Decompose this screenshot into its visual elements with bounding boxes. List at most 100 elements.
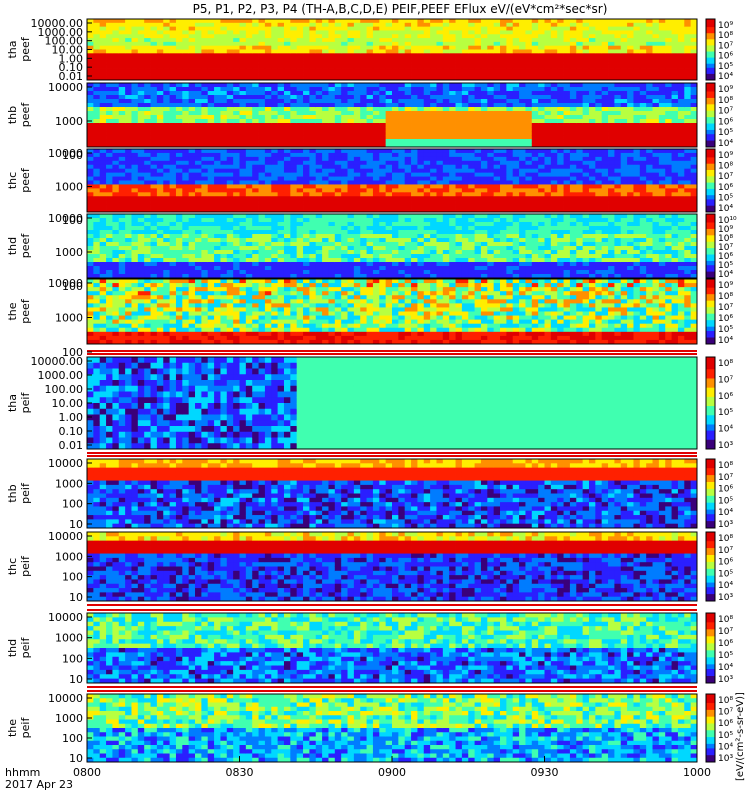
- heatmap-cell: [341, 123, 348, 128]
- heatmap-cell: [620, 53, 628, 58]
- heatmap-cell: [303, 168, 310, 174]
- heatmap-cell: [544, 139, 552, 144]
- heatmap-cell: [614, 180, 622, 185]
- heatmap-cell: [519, 156, 526, 162]
- heatmap-cell: [271, 103, 279, 108]
- heatmap-cell: [449, 139, 456, 144]
- heatmap-cell: [684, 91, 692, 96]
- heatmap-cell: [512, 135, 520, 140]
- heatmap-cell: [303, 45, 310, 50]
- heatmap-cell: [296, 115, 304, 120]
- heatmap-cell: [519, 49, 526, 54]
- y-tick-label: 10000: [48, 81, 83, 94]
- heatmap-cell: [595, 38, 603, 43]
- heatmap-cell: [271, 127, 279, 132]
- heatmap-cell: [500, 164, 507, 170]
- heatmap-cell: [627, 57, 634, 62]
- heatmap-cell: [665, 87, 672, 92]
- heatmap-cell: [385, 119, 393, 124]
- heatmap-cell: [665, 172, 672, 177]
- heatmap-cell: [87, 188, 94, 193]
- heatmap-cell: [392, 139, 399, 144]
- heatmap-cell: [658, 22, 666, 28]
- heatmap-cell: [99, 200, 107, 205]
- heatmap-cell: [639, 168, 647, 174]
- heatmap-cell: [169, 91, 177, 96]
- colorbar-tick-label: 10⁵: [718, 128, 733, 138]
- heatmap-cell: [677, 45, 685, 50]
- heatmap-cell: [506, 123, 514, 128]
- heatmap-cell: [239, 149, 247, 154]
- heatmap-cell: [372, 34, 380, 39]
- heatmap-cell: [334, 26, 342, 31]
- heatmap-cell: [639, 184, 647, 189]
- heatmap-cell: [392, 164, 399, 170]
- heatmap-cell: [392, 26, 399, 31]
- heatmap-cell: [131, 226, 139, 231]
- heatmap-cell: [341, 192, 348, 197]
- heatmap-cell: [125, 111, 132, 116]
- heatmap-cell: [220, 34, 228, 39]
- heatmap-cell: [163, 99, 170, 104]
- heatmap-cell: [137, 168, 145, 174]
- heatmap-cell: [360, 204, 367, 209]
- heatmap-cell: [385, 19, 393, 24]
- heatmap-cell: [87, 53, 94, 58]
- heatmap-cell: [366, 83, 374, 88]
- heatmap-cell: [576, 115, 584, 120]
- heatmap-cell: [195, 119, 202, 124]
- heatmap-cell: [601, 22, 609, 28]
- heatmap-cell: [366, 87, 374, 92]
- heatmap-cell: [652, 72, 660, 77]
- heatmap-cell: [455, 49, 463, 54]
- heatmap-cell: [652, 156, 660, 162]
- heatmap-cell: [233, 172, 240, 177]
- heatmap-cell: [315, 164, 323, 170]
- heatmap-cell: [684, 172, 692, 177]
- heatmap-cell: [322, 196, 329, 201]
- heatmap-cell: [430, 103, 437, 108]
- heatmap-cell: [283, 208, 291, 213]
- heatmap-cell: [519, 76, 526, 81]
- heatmap-cell: [125, 87, 132, 92]
- heatmap-cell: [633, 164, 641, 170]
- heatmap-cell: [303, 127, 310, 132]
- heatmap-cell: [144, 91, 151, 96]
- heatmap-cell: [99, 60, 107, 66]
- heatmap-cell: [201, 152, 209, 158]
- heatmap-cell: [283, 76, 291, 81]
- heatmap-cell: [258, 57, 266, 62]
- heatmap-cell: [239, 72, 247, 77]
- heatmap-cell: [252, 180, 259, 185]
- heatmap-cell: [366, 103, 374, 108]
- heatmap-cell: [175, 164, 183, 170]
- heatmap-cell: [226, 168, 234, 174]
- heatmap-cell: [341, 91, 348, 96]
- heatmap-cell: [233, 196, 240, 201]
- heatmap-cell: [487, 115, 495, 120]
- heatmap-cell: [392, 34, 399, 39]
- heatmap-cell: [652, 119, 660, 124]
- heatmap-cell: [690, 131, 698, 136]
- heatmap-cell: [569, 204, 577, 209]
- heatmap-cell: [118, 99, 126, 104]
- heatmap-cell: [544, 196, 552, 201]
- heatmap-cell: [461, 95, 469, 100]
- heatmap-cell: [601, 72, 609, 77]
- heatmap-cell: [582, 111, 590, 116]
- heatmap-cell: [627, 200, 634, 205]
- heatmap-cell: [468, 115, 475, 120]
- heatmap-cell: [163, 127, 170, 132]
- heatmap-cell: [93, 149, 101, 154]
- heatmap-cell: [563, 76, 571, 81]
- heatmap-cell: [525, 164, 533, 170]
- heatmap-cell: [290, 127, 298, 132]
- heatmap-cell: [646, 49, 653, 54]
- heatmap-cell: [195, 156, 202, 162]
- heatmap-cell: [112, 111, 120, 116]
- heatmap-cell: [156, 64, 164, 69]
- heatmap-cell: [303, 49, 310, 54]
- heatmap-cell: [144, 266, 151, 271]
- heatmap-cell: [137, 103, 145, 108]
- heatmap-cell: [487, 127, 495, 132]
